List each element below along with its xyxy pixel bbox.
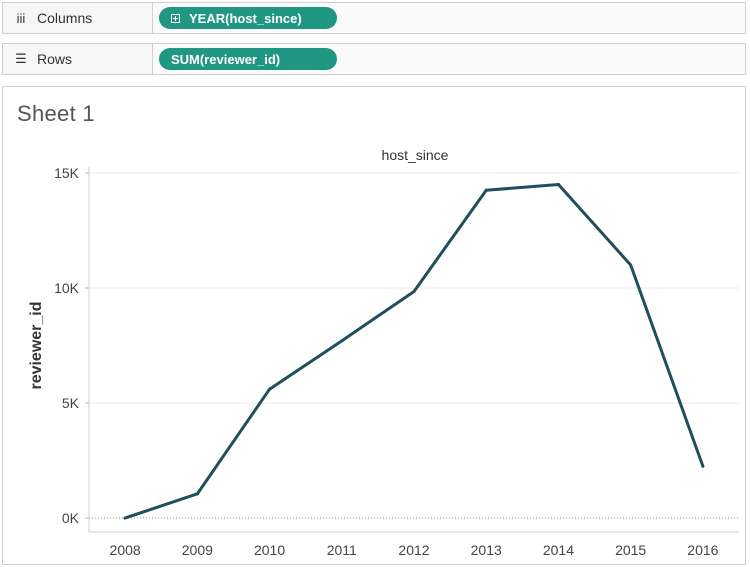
series-layer xyxy=(123,183,705,520)
expand-plus-icon[interactable] xyxy=(171,13,180,23)
data-point[interactable] xyxy=(195,492,199,496)
y-tick-label: 0K xyxy=(62,510,80,526)
data-point[interactable] xyxy=(340,339,344,343)
x-axis-ticks: 2008 2009 2010 2011 2012 2013 2014 2015 2016 xyxy=(110,542,719,558)
x-tick-label: 2012 xyxy=(398,542,429,558)
data-point[interactable] xyxy=(123,516,127,520)
x-tick-label: 2011 xyxy=(327,542,357,558)
columns-icon: iii xyxy=(16,10,26,26)
rows-drop-zone[interactable]: SUM(reviewer_id) xyxy=(153,44,745,74)
sheet-view: Sheet 1 host_since 0K 5K 10K 15K 2008 2009 20… xyxy=(2,86,746,565)
column-header-title: host_since xyxy=(381,147,449,163)
rows-shelf-label: ☰ Rows xyxy=(3,44,153,74)
data-point[interactable] xyxy=(268,387,272,391)
x-tick-label: 2014 xyxy=(543,542,574,558)
rows-icon: ☰ xyxy=(15,51,27,66)
y-tick-label: 5K xyxy=(62,395,80,411)
columns-pill-label: YEAR(host_since) xyxy=(189,10,302,26)
columns-label-text: Columns xyxy=(37,10,93,26)
series-line[interactable] xyxy=(123,183,705,520)
x-tick-label: 2013 xyxy=(471,542,502,558)
data-point[interactable] xyxy=(484,188,488,192)
year-host-since-pill[interactable]: YEAR(host_since) xyxy=(159,7,337,29)
data-point[interactable] xyxy=(629,263,633,267)
y-axis-ticks: 0K 5K 10K 15K xyxy=(54,165,89,526)
x-tick-label: 2015 xyxy=(615,542,646,558)
data-point[interactable] xyxy=(412,289,416,293)
y-tick-label: 15K xyxy=(54,165,80,181)
sheet-title: Sheet 1 xyxy=(17,101,95,126)
columns-shelf: iii Columns YEAR(host_since) xyxy=(2,2,746,34)
x-tick-label: 2016 xyxy=(687,542,718,558)
columns-drop-zone[interactable]: YEAR(host_since) xyxy=(153,3,745,33)
rows-label-text: Rows xyxy=(37,51,73,67)
y-tick-label: 10K xyxy=(54,280,80,296)
x-tick-label: 2009 xyxy=(182,542,213,558)
rows-pill-label: SUM(reviewer_id) xyxy=(171,51,281,67)
x-tick-label: 2010 xyxy=(254,542,285,558)
columns-shelf-label: iii Columns xyxy=(3,3,153,33)
sum-reviewer-id-pill[interactable]: SUM(reviewer_id) xyxy=(159,48,337,70)
gridlines xyxy=(89,172,739,519)
y-axis-label: reviewer_id xyxy=(28,301,45,389)
x-tick-label: 2008 xyxy=(110,542,141,558)
rows-shelf: ☰ Rows SUM(reviewer_id) xyxy=(2,43,746,75)
data-point[interactable] xyxy=(556,183,560,186)
data-point[interactable] xyxy=(701,464,705,468)
